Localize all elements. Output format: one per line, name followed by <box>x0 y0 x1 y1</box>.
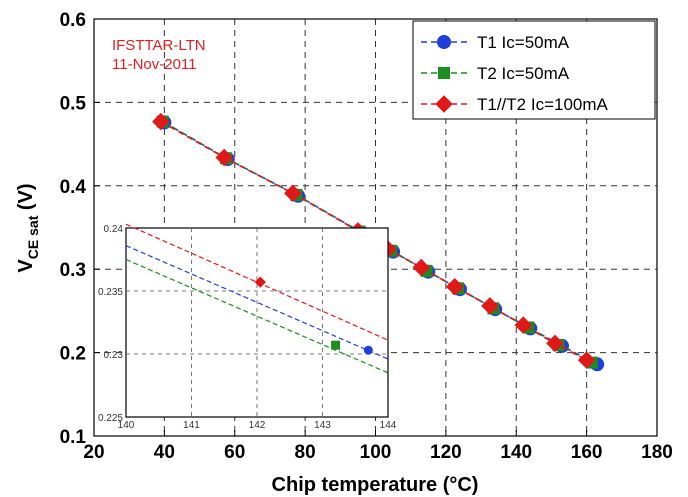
annotation-date: 11-Nov-2011 <box>112 56 197 73</box>
y-axis-title-unit: (V) <box>15 183 37 215</box>
x-tick-label: 60 <box>224 442 245 463</box>
annotation-lab: IFSTTAR-LTN <box>112 37 206 54</box>
y-axis-title-sub: CE sat <box>25 215 41 259</box>
inset-data-point <box>254 276 266 288</box>
inset-series-1 <box>125 245 389 360</box>
main-ticks: 20 40 60 80 100 120 140 160 180 0.1 0.2 0.3 0.4 0.5 0.… <box>60 10 673 463</box>
legend-label: T1 Ic=50mA <box>477 33 570 52</box>
data-point <box>215 148 233 167</box>
inset-data-point <box>331 340 341 350</box>
x-axis-title: Chip temperature (°C) <box>272 474 479 496</box>
legend-marker <box>437 35 451 49</box>
legend-entry: T1//T2 Ic=100mA <box>421 95 609 114</box>
y-tick-label: 0.5 <box>60 93 87 114</box>
inset-x-tick-label: 141 <box>183 420 200 431</box>
inset-x-tick-label: 144 <box>380 420 397 431</box>
y-tick-label: 0.2 <box>60 344 86 365</box>
inset-y-tick-label: 0.225 <box>98 413 123 424</box>
y-tick-label: 0.3 <box>60 260 86 281</box>
legend: T1 Ic=50mA T2 Ic=50mA T1//T2 Ic=100mA <box>412 20 656 120</box>
inset-data-point <box>363 345 373 355</box>
inset-series-2 <box>125 258 389 374</box>
inset-x-tick-label: 140 <box>118 420 135 431</box>
inset-background <box>125 227 389 418</box>
data-point <box>445 277 464 296</box>
x-tick-label: 40 <box>154 442 175 463</box>
legend-entry: T2 Ic=50mA <box>421 64 570 83</box>
inset-lines <box>125 223 389 417</box>
x-tick-label: 160 <box>571 442 603 463</box>
inset-series-3 <box>125 223 389 341</box>
x-tick-label: 20 <box>83 442 104 463</box>
legend-marker <box>435 95 453 113</box>
x-tick-label: 140 <box>500 442 532 463</box>
data-point <box>577 351 596 369</box>
data-point <box>412 258 430 277</box>
legend-box <box>412 20 656 120</box>
data-point <box>284 184 302 203</box>
y-tick-label: 0.6 <box>60 10 86 31</box>
inset-ticks: 140 141 142 143 144 0.225 0.23 0.235 0.24 <box>98 224 397 431</box>
legend-label: T2 Ic=50mA <box>477 64 570 83</box>
y-tick-label: 0.1 <box>60 427 87 448</box>
data-point <box>481 297 499 315</box>
inset-y-tick-label: 0.24 <box>104 224 124 235</box>
x-tick-label: 120 <box>430 442 462 463</box>
legend-label: T1//T2 Ic=100mA <box>477 95 609 114</box>
data-point <box>152 112 170 131</box>
legend-marker <box>438 67 450 79</box>
data-point <box>514 316 533 334</box>
inset-x-tick-label: 143 <box>314 420 331 431</box>
x-tick-label: 180 <box>641 442 673 463</box>
series-line <box>160 120 587 361</box>
inset-x-tick-label: 142 <box>249 420 266 431</box>
data-point <box>546 334 564 353</box>
y-tick-label: 0.4 <box>60 177 87 198</box>
inset-chart: 140 141 142 143 144 0.225 0.23 0.235 0.24 <box>98 223 397 431</box>
inset-y-tick-label: 0.235 <box>98 287 123 298</box>
y-axis-title: VCE sat (V) <box>15 183 41 272</box>
inset-y-tick-label: 0.23 <box>104 350 124 361</box>
legend-entry: T1 Ic=50mA <box>421 33 570 52</box>
x-tick-label: 80 <box>295 442 316 463</box>
x-tick-label: 100 <box>360 442 392 463</box>
y-axis-title-main: V <box>15 259 37 273</box>
